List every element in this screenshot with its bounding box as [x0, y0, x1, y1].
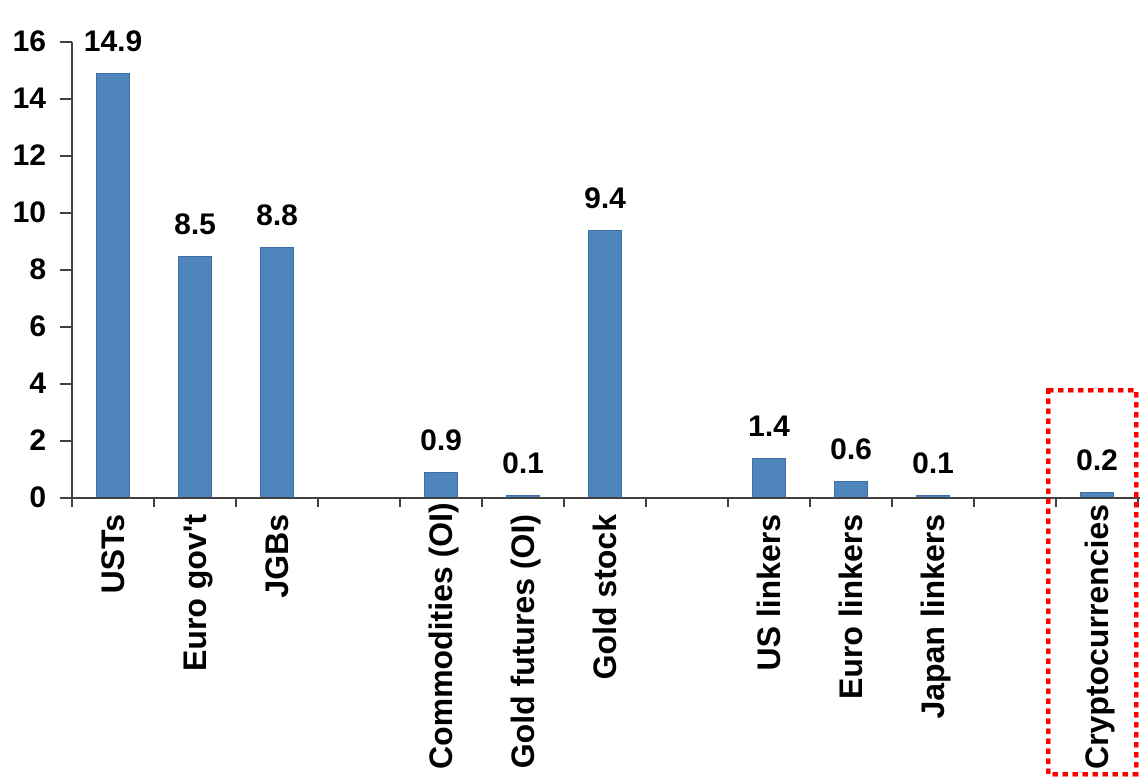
y-axis-line [71, 42, 73, 500]
value-label-japan-linkers: 0.1 [912, 447, 954, 480]
bar-usts [96, 73, 130, 498]
y-axis-tick [60, 41, 72, 43]
y-axis-tick [60, 326, 72, 328]
y-axis-tick [60, 269, 72, 271]
x-axis-tick [1137, 498, 1139, 507]
bar-us-linkers [752, 458, 786, 498]
y-axis-tick-label: 6 [29, 310, 46, 343]
y-axis-tick-label: 4 [29, 367, 46, 400]
y-axis-tick-label: 12 [12, 139, 46, 172]
value-label-commodities-oi: 0.9 [420, 424, 462, 457]
y-axis-tick [60, 497, 72, 499]
x-axis-tick [153, 498, 155, 507]
bar-commodities-oi [424, 472, 458, 498]
category-label-gold-stock: Gold stock [587, 514, 623, 680]
y-axis-tick-label: 10 [12, 196, 46, 229]
y-axis-tick [60, 212, 72, 214]
y-axis-tick-label: 2 [29, 424, 46, 457]
value-label-jgbs: 8.8 [256, 199, 298, 232]
x-axis-tick [481, 498, 483, 507]
bar-euro-gov-t [178, 256, 212, 498]
value-label-us-linkers: 1.4 [748, 410, 790, 443]
value-label-cryptocurrencies: 0.2 [1076, 444, 1118, 477]
x-axis-tick [727, 498, 729, 507]
x-axis-tick [71, 498, 73, 507]
bar-jgbs [260, 247, 294, 498]
bar-euro-linkers [834, 481, 868, 498]
y-axis-tick-label: 8 [29, 253, 46, 286]
y-axis-tick [60, 155, 72, 157]
x-axis-tick [235, 498, 237, 507]
category-label-jgbs: JGBs [259, 514, 295, 598]
value-label-euro-linkers: 0.6 [830, 433, 872, 466]
y-axis-tick [60, 440, 72, 442]
x-axis-tick [645, 498, 647, 507]
y-axis-tick-label: 16 [12, 25, 46, 58]
value-label-usts: 14.9 [83, 25, 143, 58]
category-label-commodities-oi: Commodities (OI) [423, 502, 459, 769]
x-axis-tick [1055, 498, 1057, 507]
y-axis-tick [60, 98, 72, 100]
value-label-gold-futures-oi: 0.1 [502, 447, 544, 480]
x-axis-tick [809, 498, 811, 507]
value-label-euro-gov-t: 8.5 [174, 208, 216, 241]
x-axis-tick [317, 498, 319, 507]
bar-gold-stock [588, 230, 622, 498]
x-axis-tick [973, 498, 975, 507]
category-label-us-linkers: US linkers [751, 514, 787, 671]
y-axis-tick [60, 383, 72, 385]
y-axis-tick-label: 0 [29, 481, 46, 514]
x-axis-tick [399, 498, 401, 507]
value-label-gold-stock: 9.4 [584, 182, 626, 215]
category-label-cryptocurrencies: Cryptocurrencies [1079, 504, 1115, 769]
category-label-gold-futures-oi: Gold futures (OI) [505, 514, 541, 769]
x-axis-tick [891, 498, 893, 507]
category-label-japan-linkers: Japan linkers [915, 514, 951, 719]
category-label-usts: USTs [95, 514, 131, 594]
x-axis-tick [563, 498, 565, 507]
category-label-euro-gov-t: Euro gov't [177, 514, 213, 671]
category-label-euro-linkers: Euro linkers [833, 514, 869, 699]
y-axis-tick-label: 14 [12, 82, 46, 115]
x-axis-line [71, 497, 1140, 499]
